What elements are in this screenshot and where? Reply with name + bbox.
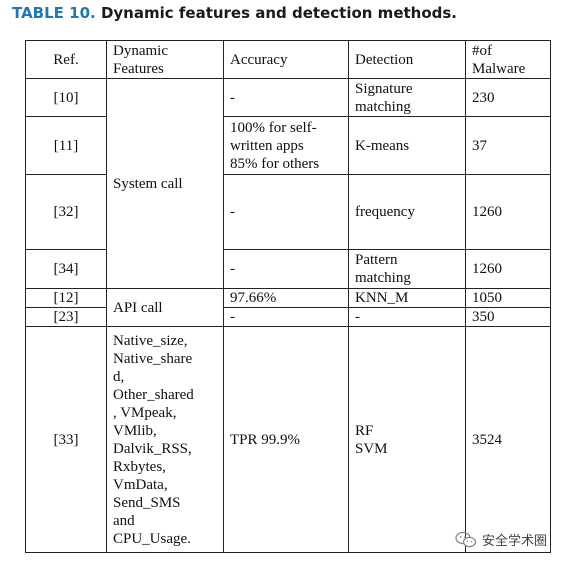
wechat-icon (455, 531, 477, 547)
cell-malware: 3524 (465, 326, 551, 553)
cell-accuracy: TPR 99.9% (223, 326, 349, 553)
cell-accuracy: - (223, 174, 349, 250)
table-row: [11] 100% for self- written apps 85% for… (25, 116, 551, 175)
cell-detection: Signature matching (348, 78, 466, 117)
cell-detection: K-means (348, 116, 466, 175)
cell-malware: 37 (465, 116, 551, 175)
cell-detection: KNN_M (348, 288, 466, 308)
features-table: Ref. Dynamic Features Accuracy Detection… (25, 40, 551, 553)
cell-ref: [32] (25, 174, 107, 250)
table-title: Dynamic features and detection methods. (100, 4, 458, 22)
cell-detection: frequency (348, 174, 466, 250)
cell-ref: [12] (25, 288, 107, 308)
table-row: [23] - - 350 (25, 307, 551, 327)
cell-malware: 230 (465, 78, 551, 117)
cell-accuracy: 100% for self- written apps 85% for othe… (223, 116, 349, 175)
watermark: 安全学术圈 (455, 530, 547, 549)
cell-ref: [23] (25, 307, 107, 327)
cell-accuracy: 97.66% (223, 288, 349, 308)
table-caption: TABLE 10. Dynamic features and detection… (12, 4, 457, 22)
cell-feature-system-call: System call (106, 78, 224, 289)
cell-ref: [11] (25, 116, 107, 175)
table-row: [32] - frequency 1260 (25, 174, 551, 250)
header-features: Dynamic Features (106, 40, 224, 79)
header-detection: Detection (348, 40, 466, 79)
cell-detection: Pattern matching (348, 249, 466, 289)
header-malware: #of Malware (465, 40, 551, 79)
cell-detection: - (348, 307, 466, 327)
cell-accuracy: - (223, 78, 349, 117)
header-ref: Ref. (25, 40, 107, 79)
cell-ref: [34] (25, 249, 107, 289)
watermark-text: 安全学术圈 (482, 534, 548, 549)
table-row: [33] Native_size, Native_share d, Other_… (25, 326, 551, 553)
header-row: Ref. Dynamic Features Accuracy Detection… (25, 40, 551, 79)
cell-ref: [10] (25, 78, 107, 117)
table-row: [12] API call 97.66% KNN_M 1050 (25, 288, 551, 327)
cell-malware: 1050 (465, 288, 551, 308)
table-number: TABLE 10. (12, 4, 96, 22)
table-row: [34] - Pattern matching 1260 (25, 249, 551, 289)
header-accuracy: Accuracy (223, 40, 349, 79)
cell-feature-api-call: API call (106, 288, 224, 327)
cell-malware: 1260 (465, 249, 551, 289)
cell-accuracy: - (223, 307, 349, 327)
cell-malware: 1260 (465, 174, 551, 250)
cell-accuracy: - (223, 249, 349, 289)
cell-detection: RF SVM (348, 326, 466, 553)
cell-feature-list: Native_size, Native_share d, Other_share… (106, 326, 224, 553)
cell-malware: 350 (465, 307, 551, 327)
table-row: [10] System call - Signature matching 23… (25, 78, 551, 289)
cell-ref: [33] (25, 326, 107, 553)
